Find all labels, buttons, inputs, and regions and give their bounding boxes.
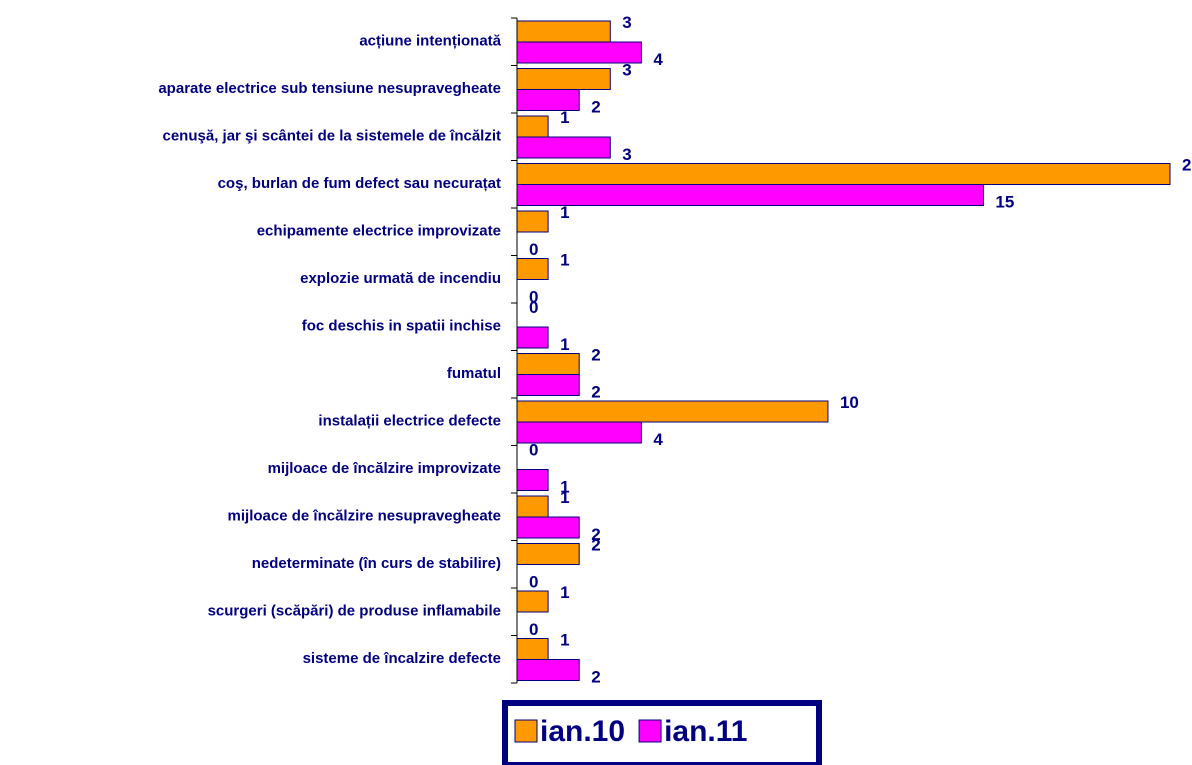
category-label: acțiune intenționată — [359, 33, 501, 50]
data-label: 4 — [653, 430, 663, 449]
bar — [516, 20, 611, 43]
legend-label: ian.10 — [540, 715, 625, 748]
data-label: 10 — [840, 393, 859, 412]
category-label: sisteme de încalzire defecte — [303, 650, 501, 667]
category-label: mijloace de încălzire improvizate — [268, 460, 501, 477]
bar — [516, 495, 549, 518]
bar — [516, 210, 549, 233]
bar — [516, 516, 580, 539]
data-label: 2 — [591, 667, 600, 686]
data-label: 0 — [529, 240, 538, 259]
data-label: 2 — [591, 535, 600, 554]
data-label: 0 — [529, 620, 538, 639]
data-label: 15 — [995, 192, 1014, 211]
bar — [516, 89, 580, 111]
data-label: 21 — [1182, 155, 1192, 174]
bar — [516, 353, 580, 375]
category-label: explozie urmată de incendiu — [300, 270, 501, 287]
data-label: 2 — [591, 382, 600, 401]
category-label: aparate electrice sub tensiune nesuprave… — [158, 80, 501, 97]
bar — [516, 659, 580, 681]
category-label: coş, burlan de fum defect sau necurațat — [218, 175, 501, 192]
bar — [516, 374, 580, 396]
data-label: 3 — [622, 145, 631, 164]
category-label: mijloace de încălzire nesupravegheate — [228, 508, 501, 525]
data-label: 2 — [591, 97, 600, 116]
legend-box — [502, 700, 822, 765]
bar — [516, 326, 549, 349]
bar — [516, 469, 549, 491]
data-label: 0 — [529, 287, 538, 306]
bar — [516, 590, 549, 613]
bar — [516, 68, 611, 90]
category-label: foc deschis in spatii inchise — [302, 318, 501, 335]
data-label: 2 — [591, 525, 600, 544]
data-label: 1 — [560, 203, 569, 222]
data-label: 1 — [560, 108, 569, 127]
legend-swatch — [638, 719, 662, 743]
category-label: instalații electrice defecte — [318, 413, 501, 430]
data-label: 1 — [560, 583, 569, 602]
category-label: fumatul — [447, 365, 501, 382]
data-label: 0 — [529, 572, 538, 591]
category-label: nedeterminate (în curs de stabilire) — [252, 555, 501, 572]
data-label: 3 — [622, 13, 631, 32]
bar — [516, 184, 984, 206]
bar — [516, 163, 1171, 185]
category-label: cenuşă, jar şi scântei de la sistemele d… — [163, 128, 502, 145]
data-label: 0 — [529, 440, 538, 459]
bar — [516, 638, 549, 660]
legend-label: ian.11 — [664, 715, 747, 748]
bar — [516, 400, 829, 423]
data-label: 1 — [560, 477, 569, 496]
data-label: 1 — [560, 250, 569, 269]
category-label: echipamente electrice improvizate — [257, 223, 501, 240]
data-label: 3 — [622, 60, 631, 79]
data-label: 2 — [591, 345, 600, 364]
data-label: 1 — [560, 488, 569, 507]
data-label: 1 — [560, 630, 569, 649]
data-label: 4 — [653, 50, 663, 69]
bar — [516, 258, 549, 280]
bar — [516, 136, 611, 159]
legend-swatch — [514, 719, 538, 743]
bar — [516, 115, 549, 138]
category-label: scurgeri (scăpări) de produse inflamabil… — [208, 603, 501, 620]
bar — [516, 543, 580, 565]
data-label: 1 — [560, 335, 569, 354]
data-label: 0 — [529, 298, 538, 317]
